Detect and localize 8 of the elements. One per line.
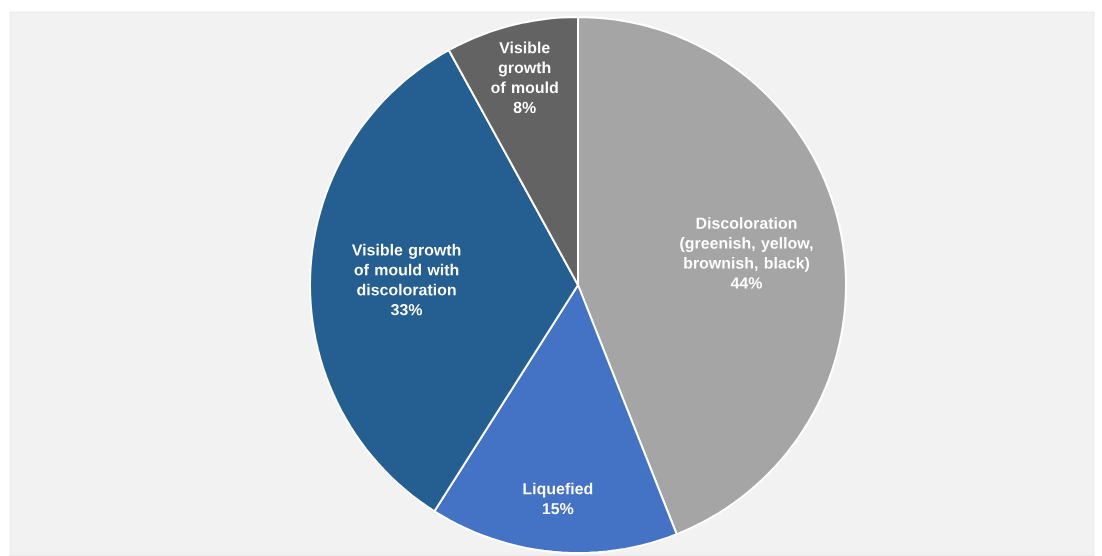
slice-label: Visible growth of mould with discoloration — [351, 243, 461, 296]
slice-label: Discoloration (greenish, yellow, brownish, black) — [680, 217, 813, 272]
data-label: 15% — [542, 503, 574, 515]
slice-label: Visible growth of mould — [491, 41, 558, 94]
data-label: 8% — [513, 101, 536, 114]
slice-label: Liquefied — [523, 482, 593, 498]
data-label: 33% — [390, 304, 423, 316]
data-label: 44% — [730, 277, 763, 289]
